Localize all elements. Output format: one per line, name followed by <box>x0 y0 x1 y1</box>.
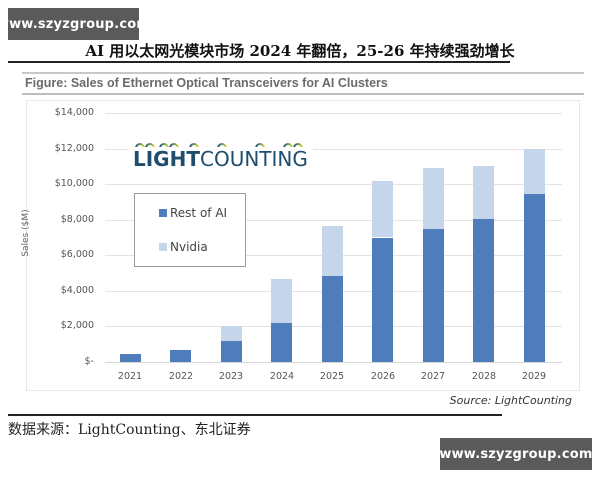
bar-segment-nvidia <box>221 325 242 341</box>
y-tick-label: $10,000 <box>54 178 94 189</box>
gridline <box>105 362 562 363</box>
x-tick-label: 2022 <box>168 371 194 382</box>
y-tick-label: $- <box>84 356 94 367</box>
figure-title-divider <box>22 93 584 95</box>
y-axis-label: Sales ($M) <box>21 209 31 257</box>
watermark-bottom: www.szyzgroup.com <box>439 438 592 470</box>
bar-segment-nvidia <box>423 168 444 230</box>
x-tick-label: 2025 <box>319 371 345 382</box>
y-tick-label: $12,000 <box>54 143 94 154</box>
data-source-note: 数据来源：LightCounting、东北证券 <box>8 422 251 438</box>
title-divider <box>8 61 510 63</box>
y-tick-label: $8,000 <box>60 214 94 225</box>
logo-text-bold: LIGHT <box>133 147 200 171</box>
gridline <box>105 220 562 221</box>
bar-segment-rest-of-ai <box>120 353 141 362</box>
bar-segment-nvidia <box>271 279 292 323</box>
chart-legend: Rest of AI Nvidia <box>134 193 246 267</box>
gridline <box>105 184 562 185</box>
legend-item-nvidia: Nvidia <box>159 240 208 254</box>
source-divider <box>8 414 502 416</box>
figure-title: Figure: Sales of Ethernet Optical Transc… <box>25 76 388 90</box>
x-tick-label: 2028 <box>471 371 497 382</box>
x-tick-label: 2026 <box>370 371 396 382</box>
y-tick-label: $4,000 <box>60 285 94 296</box>
legend-item-rest-of-ai: Rest of AI <box>159 206 227 220</box>
bar-segment-rest-of-ai <box>170 349 191 362</box>
y-tick-label: $2,000 <box>60 320 94 331</box>
watermark-top: www.szyzgroup.com <box>0 8 150 40</box>
logo-wordmark: LIGHTCOUNTING <box>133 147 308 171</box>
document-title: AI 用以太网光模块市场 2024 年翻倍，25-26 年持续强劲增长 <box>85 42 515 60</box>
x-tick-label: 2027 <box>420 371 446 382</box>
y-tick-label: $14,000 <box>54 107 94 118</box>
x-tick-label: 2024 <box>269 371 295 382</box>
bar-segment-rest-of-ai <box>524 193 545 362</box>
x-tick-label: 2029 <box>521 371 547 382</box>
gridline <box>105 113 562 114</box>
bar-segment-rest-of-ai <box>473 218 494 362</box>
legend-label: Rest of AI <box>170 206 228 220</box>
figure-source: Source: LightCounting <box>449 394 572 407</box>
bar-segment-rest-of-ai <box>271 322 292 362</box>
gridline <box>105 149 562 150</box>
bar-segment-rest-of-ai <box>322 275 343 362</box>
legend-swatch-nvidia <box>159 243 167 251</box>
bar-segment-nvidia <box>372 180 393 238</box>
bar-segment-rest-of-ai <box>423 229 444 362</box>
bar-segment-rest-of-ai <box>221 340 242 362</box>
bar-segment-nvidia <box>473 166 494 219</box>
y-tick-label: $6,000 <box>60 249 94 260</box>
x-tick-label: 2023 <box>218 371 244 382</box>
bar-segment-nvidia <box>322 225 343 276</box>
x-tick-label: 2021 <box>117 371 143 382</box>
legend-swatch-rest-of-ai <box>159 209 167 217</box>
bar-segment-nvidia <box>524 149 545 194</box>
bar-segment-rest-of-ai <box>372 237 393 362</box>
logo-text-regular: COUNTING <box>199 147 308 171</box>
legend-label: Nvidia <box>170 240 208 254</box>
figure-top-divider <box>22 72 584 74</box>
